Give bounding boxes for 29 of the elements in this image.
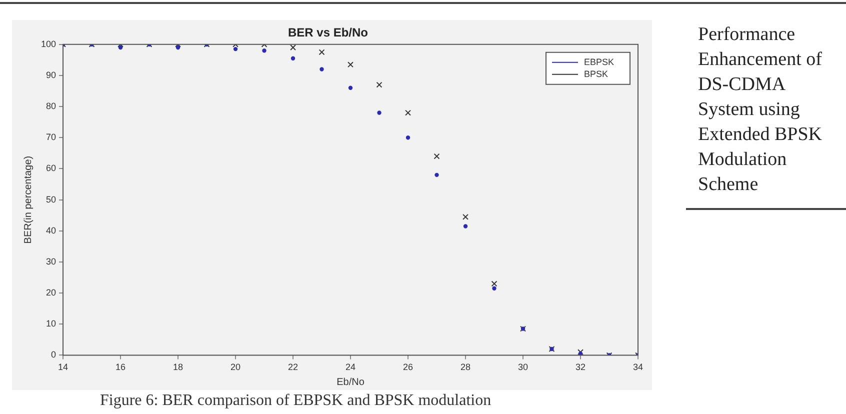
x-axis-title: Eb/No [336, 376, 365, 388]
x-tick-label: 32 [575, 362, 586, 372]
x-tick-label: 16 [116, 362, 126, 372]
x-tick-label: 22 [288, 362, 298, 372]
caption: Figure 6: BER comparison of EBPSK and BPSK modulation [100, 392, 492, 410]
y-tick-label: 40 [46, 225, 56, 236]
text: Performance Enhancement of DS-CDMA System using Extended BPSK Modulation Scheme [698, 23, 824, 197]
y-tick-label: 0 [51, 350, 56, 360]
x-tick-label: 24 [346, 362, 356, 372]
y-tick-label: 60 [46, 163, 56, 174]
x-tick-label: 26 [403, 362, 414, 372]
y-tick-label: 70 [46, 132, 56, 142]
x-tick-label: 18 [173, 362, 184, 372]
y-tick-label: 100 [40, 38, 56, 49]
y-tick-label: 20 [46, 288, 56, 298]
y-axis-title: BER(in percentage) [22, 156, 34, 244]
chart-title: BER vs Eb/No [288, 26, 368, 40]
y-tick-label: 10 [46, 318, 56, 329]
y-tick-label: 90 [46, 70, 56, 80]
y-tick-label: 80 [46, 101, 56, 112]
y-tick-label: 50 [46, 194, 56, 204]
y-tick-label: 30 [46, 256, 56, 266]
x-tick-label: 34 [632, 362, 644, 372]
x-tick-label: 28 [460, 362, 471, 372]
legend-label: BPSK [584, 68, 608, 79]
legend-label: EBPSK [584, 56, 614, 67]
x-tick-label: 30 [518, 362, 528, 372]
x-tick-label: 20 [230, 362, 241, 372]
x-tick-label: 14 [58, 362, 68, 372]
